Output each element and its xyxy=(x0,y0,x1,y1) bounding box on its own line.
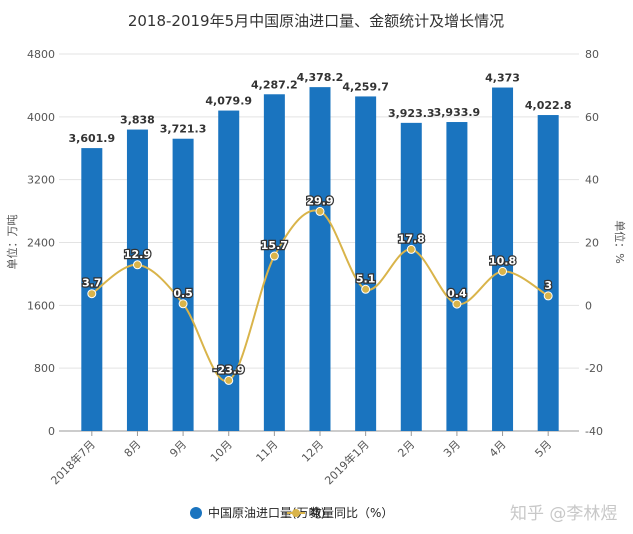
y2-tick-label: 40 xyxy=(585,174,599,187)
line-point xyxy=(406,244,416,254)
line-point xyxy=(178,299,188,309)
bar xyxy=(126,129,148,432)
y-tick-label: 3200 xyxy=(27,174,55,187)
x-tick-label: 12月 xyxy=(299,438,326,465)
bar-value-label: 3,838 xyxy=(120,114,155,127)
y-tick-label: 0 xyxy=(48,425,55,438)
y-tick-label: 1600 xyxy=(27,299,55,312)
bar-value-label: 4,378.2 xyxy=(297,71,344,84)
x-tick-label: 8月 xyxy=(122,438,144,460)
line-value-label: 5.1 xyxy=(356,272,376,285)
line-value-label: 3.7 xyxy=(82,277,102,290)
line-value-label: 0.5 xyxy=(173,287,193,300)
bar-value-label: 4,079.9 xyxy=(205,95,252,108)
legend: 中国原油进口量(万吨) 数量同比（%） xyxy=(190,505,393,520)
x-tick-label: 2月 xyxy=(395,438,417,460)
line-point xyxy=(498,266,508,276)
bar-value-label: 4,287.2 xyxy=(251,78,298,91)
line-value-label: 3 xyxy=(544,279,552,292)
bar-value-label: 3,923.3 xyxy=(388,107,435,120)
x-tick-label: 3月 xyxy=(441,438,463,460)
y2-tick-label: -20 xyxy=(585,362,603,375)
bar-value-label: 3,601.9 xyxy=(68,132,115,145)
bar xyxy=(172,138,194,431)
line-point xyxy=(87,289,97,299)
line-point xyxy=(543,291,553,301)
y-tick-label: 2400 xyxy=(27,237,55,250)
bar xyxy=(263,94,285,431)
y2-axis-title: 单位：% xyxy=(613,220,627,263)
line-value-label: 10.8 xyxy=(489,254,516,267)
x-tick-label: 5月 xyxy=(532,438,554,460)
legend-bar-label: 中国原油进口量(万吨) xyxy=(208,505,325,520)
y-tick-label: 4800 xyxy=(27,48,55,61)
line-point xyxy=(269,251,279,261)
y-tick-label: 4000 xyxy=(27,111,55,124)
line-value-label: 17.8 xyxy=(398,232,425,245)
bar xyxy=(309,87,331,431)
line-value-label: 15.7 xyxy=(261,239,288,252)
bar-value-label: 4,022.8 xyxy=(525,99,572,112)
y2-tick-label: 0 xyxy=(585,299,592,312)
line-value-label: 29.9 xyxy=(306,194,333,207)
bar xyxy=(446,122,468,432)
bar xyxy=(355,96,377,431)
legend-bar-marker xyxy=(190,507,202,519)
y2-tick-label: 60 xyxy=(585,111,599,124)
watermark: 知乎 @李林煜 xyxy=(510,504,617,524)
x-tick-label: 9月 xyxy=(167,438,189,460)
bar-value-label: 4,259.7 xyxy=(342,80,389,93)
legend-line-dot xyxy=(292,509,300,517)
line-point xyxy=(361,284,371,294)
line-point xyxy=(452,299,462,309)
y2-tick-label: -40 xyxy=(585,425,603,438)
bar xyxy=(218,110,240,431)
chart-title: 2018-2019年5月中国原油进口量、金额统计及增长情况 xyxy=(128,12,504,30)
line-point xyxy=(132,260,142,270)
y2-tick-label: 20 xyxy=(585,237,599,250)
bar-value-label: 4,373 xyxy=(485,72,520,85)
bar xyxy=(537,115,559,432)
bar xyxy=(400,122,422,431)
bar-value-label: 3,933.9 xyxy=(434,106,481,119)
x-tick-label: 2018年7月 xyxy=(48,437,98,487)
x-tick-label: 2019年1月 xyxy=(322,437,372,487)
y2-tick-label: 80 xyxy=(585,48,599,61)
line-value-label: -23.9 xyxy=(213,363,245,376)
bar xyxy=(492,87,514,431)
line-point xyxy=(315,206,325,216)
x-tick-label: 10月 xyxy=(208,438,235,465)
x-tick-label: 4月 xyxy=(487,438,509,460)
line-value-label: 0.4 xyxy=(447,287,467,300)
bar-value-label: 3,721.3 xyxy=(160,123,207,136)
y-tick-label: 800 xyxy=(34,362,55,375)
line-value-label: 12.9 xyxy=(124,248,151,261)
legend-line-label: 数量同比（%） xyxy=(310,505,393,520)
y-axis-title: 单位：万吨 xyxy=(5,215,19,270)
line-point xyxy=(224,375,234,385)
x-tick-label: 11月 xyxy=(254,438,281,465)
